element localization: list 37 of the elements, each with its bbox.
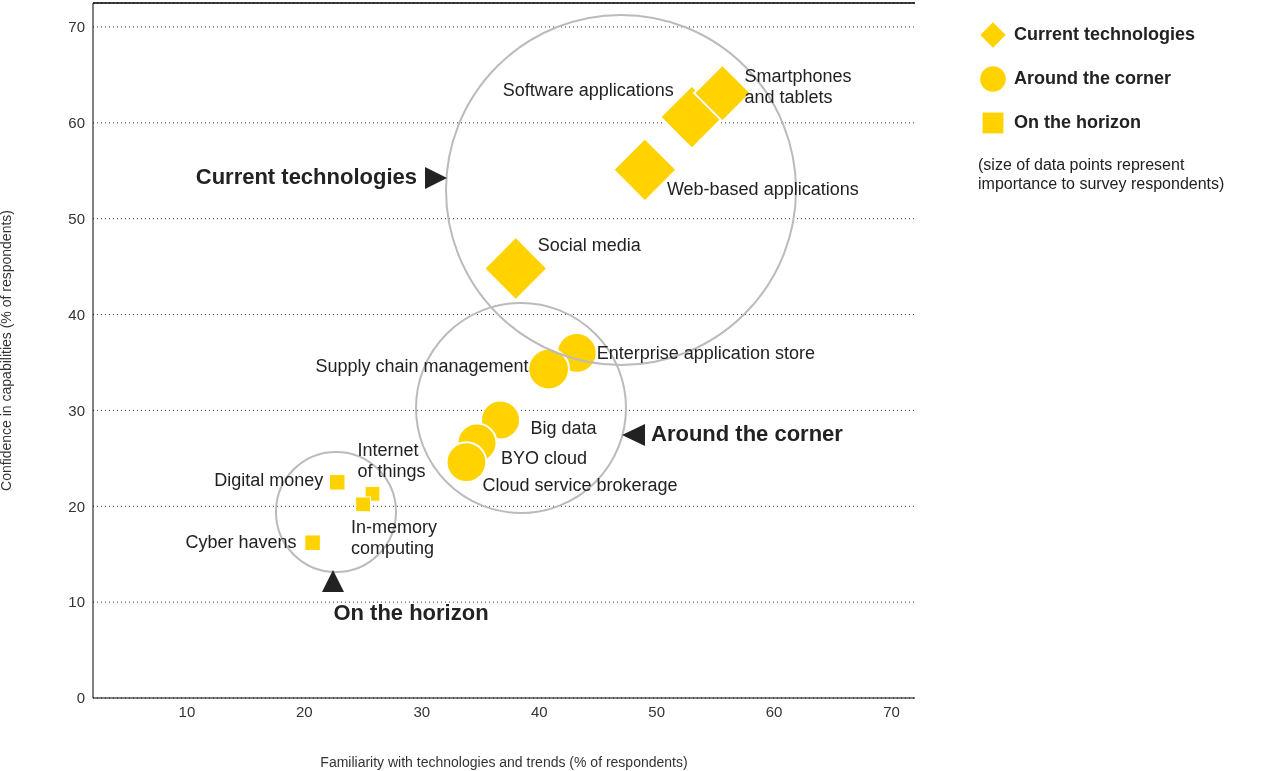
legend-label: On the horizon (1014, 112, 1141, 133)
x-tick-label: 50 (648, 702, 665, 720)
annotation: Around the corner (651, 420, 844, 446)
x-axis-title: Familiarity with technologies and trends (% of respondents) (320, 754, 688, 770)
annotation: On the horizon (333, 599, 489, 625)
annotation: Current technologies (195, 163, 417, 189)
y-tick-label: 30 (68, 401, 85, 419)
annotation: Digital money (214, 470, 324, 491)
annotation: Internet of things (357, 439, 426, 481)
y-tick-label: 70 (68, 18, 85, 36)
x-tick-label: 40 (530, 702, 548, 720)
annotation: Software applications (502, 79, 674, 100)
y-axis-title: Confidence in capabilities (% of respondents) (0, 210, 14, 491)
annotation: Enterprise application store (596, 342, 815, 363)
y-tick-label: 20 (68, 497, 85, 515)
y-tick-label: 40 (68, 305, 85, 323)
y-tick-label: 0 (76, 689, 85, 707)
text: (size of data points represent importance to survey respondents) (978, 155, 1226, 193)
annotation: Social media (537, 234, 642, 255)
y-tick-label: 50 (68, 210, 85, 228)
annotation: Web-based applications (666, 178, 859, 199)
y-tick-label: 60 (68, 114, 85, 132)
legend-label: Current technologies (1014, 24, 1196, 45)
legend-label: Around the corner (1014, 68, 1172, 89)
annotation: Big data (530, 417, 598, 438)
annotation: In-memory computing (351, 517, 438, 558)
annotation: Cloud service brokerage (482, 474, 678, 495)
x-tick-label: 20 (296, 702, 313, 720)
y-tick-label: 10 (68, 593, 85, 611)
x-tick-label: 10 (178, 702, 196, 720)
annotation: Smartphones and tablets (744, 65, 852, 107)
annotation: Cyber havens (185, 531, 297, 552)
annotation: Supply chain management (315, 355, 529, 376)
x-tick-label: 60 (765, 702, 783, 720)
x-tick-label: 30 (413, 702, 431, 720)
annotation: BYO cloud (500, 447, 588, 468)
x-tick-label: 70 (883, 702, 900, 720)
